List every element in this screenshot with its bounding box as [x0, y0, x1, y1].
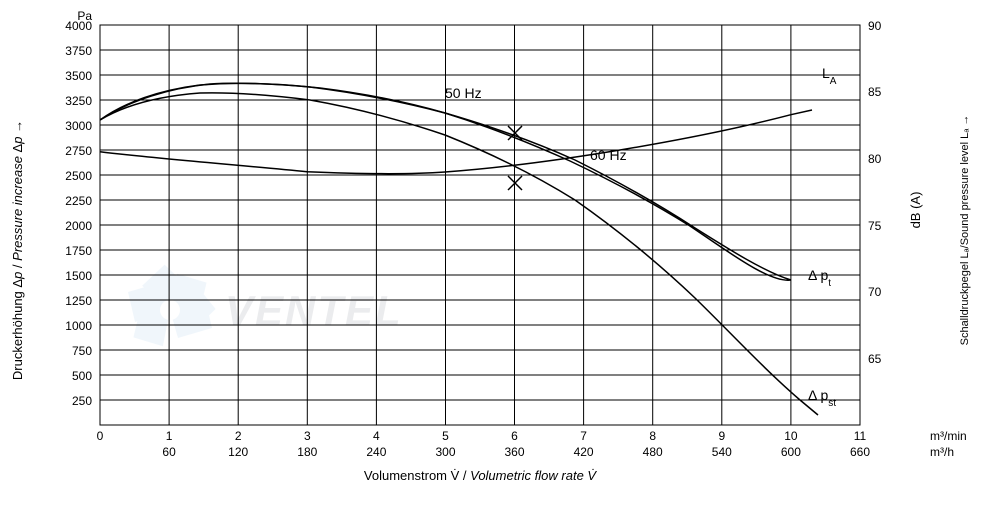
svg-text:3500: 3500 [65, 69, 92, 83]
svg-text:2000: 2000 [65, 219, 92, 233]
svg-text:2750: 2750 [65, 144, 92, 158]
svg-text:m³/min: m³/min [930, 429, 967, 443]
svg-text:540: 540 [712, 445, 732, 459]
svg-text:660: 660 [850, 445, 870, 459]
svg-text:300: 300 [435, 445, 455, 459]
svg-text:420: 420 [574, 445, 594, 459]
svg-text:500: 500 [72, 369, 92, 383]
svg-text:6: 6 [511, 429, 518, 443]
svg-text:8: 8 [649, 429, 656, 443]
y-right-title: Schalldruckpegel Lₐ/Sound pressure level… [959, 115, 971, 346]
svg-text:3250: 3250 [65, 94, 92, 108]
svg-text:70: 70 [868, 285, 882, 299]
svg-text:0: 0 [97, 429, 104, 443]
svg-text:80: 80 [868, 152, 882, 166]
svg-text:360: 360 [504, 445, 524, 459]
svg-text:7: 7 [580, 429, 587, 443]
svg-text:65: 65 [868, 352, 882, 366]
svg-text:1250: 1250 [65, 294, 92, 308]
svg-text:3750: 3750 [65, 44, 92, 58]
label-50hz: 50 Hz [445, 85, 482, 101]
curve-la [100, 110, 812, 174]
svg-text:750: 750 [72, 344, 92, 358]
curve-dpst [100, 93, 818, 415]
svg-text:2500: 2500 [65, 169, 92, 183]
x-axis-title: Volumenstrom V̇ / Volumetric flow rate V… [364, 468, 597, 483]
y-left-labels: Pa 4000 3750 3500 3250 3000 2750 2500 22… [65, 9, 92, 408]
svg-text:m³/h: m³/h [930, 445, 954, 459]
y-right-unit: dB (A) [908, 192, 923, 229]
label-la: LA [822, 65, 837, 87]
y-right-labels: 90 85 80 75 70 65 [868, 19, 882, 366]
svg-text:9: 9 [718, 429, 725, 443]
fan-performance-chart: VENTEL Pa 4000 3750 3500 [0, 0, 984, 507]
svg-text:60: 60 [162, 445, 176, 459]
x-labels-m3min: 0 1 2 3 4 5 6 7 8 9 10 11 m³/min [97, 429, 967, 443]
svg-text:4: 4 [373, 429, 380, 443]
svg-text:3000: 3000 [65, 119, 92, 133]
svg-text:240: 240 [366, 445, 386, 459]
label-60hz: 60 Hz [590, 147, 627, 163]
svg-text:600: 600 [781, 445, 801, 459]
svg-text:75: 75 [868, 219, 882, 233]
svg-text:480: 480 [643, 445, 663, 459]
watermark: VENTEL [125, 260, 403, 353]
svg-text:3: 3 [304, 429, 311, 443]
svg-text:10: 10 [784, 429, 798, 443]
label-dpst: Δ pst [808, 387, 836, 409]
svg-text:1: 1 [166, 429, 173, 443]
svg-text:1500: 1500 [65, 269, 92, 283]
svg-text:11: 11 [854, 429, 867, 443]
svg-text:180: 180 [297, 445, 317, 459]
x-labels-m3h: 60 120 180 240 300 360 420 480 540 600 6… [162, 445, 954, 459]
svg-text:1750: 1750 [65, 244, 92, 258]
svg-text:85: 85 [868, 85, 882, 99]
svg-text:250: 250 [72, 394, 92, 408]
svg-text:120: 120 [228, 445, 248, 459]
svg-text:2: 2 [235, 429, 242, 443]
svg-text:1000: 1000 [65, 319, 92, 333]
svg-text:4000: 4000 [65, 19, 92, 33]
svg-text:90: 90 [868, 19, 882, 33]
y-left-title: Druckerhöhung Δp / Pressure increase Δp … [10, 120, 25, 380]
svg-text:2250: 2250 [65, 194, 92, 208]
label-dpt: Δ pt [808, 267, 831, 289]
svg-text:5: 5 [442, 429, 449, 443]
